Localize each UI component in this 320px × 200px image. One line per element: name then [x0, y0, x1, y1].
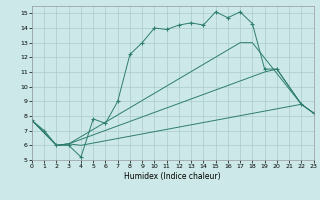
- X-axis label: Humidex (Indice chaleur): Humidex (Indice chaleur): [124, 172, 221, 181]
